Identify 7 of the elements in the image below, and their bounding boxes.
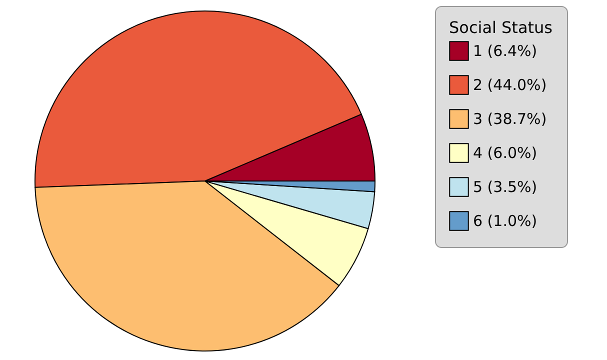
legend-label: 6 (1.0%) [473,212,538,230]
legend-label: 1 (6.4%) [473,42,538,60]
legend-label: 5 (3.5%) [473,178,538,196]
legend-label: 4 (6.0%) [473,144,538,162]
legend-title: Social Status [449,18,553,37]
legend-label: 2 (44.0%) [473,76,547,94]
legend-label: 3 (38.7%) [473,110,547,128]
